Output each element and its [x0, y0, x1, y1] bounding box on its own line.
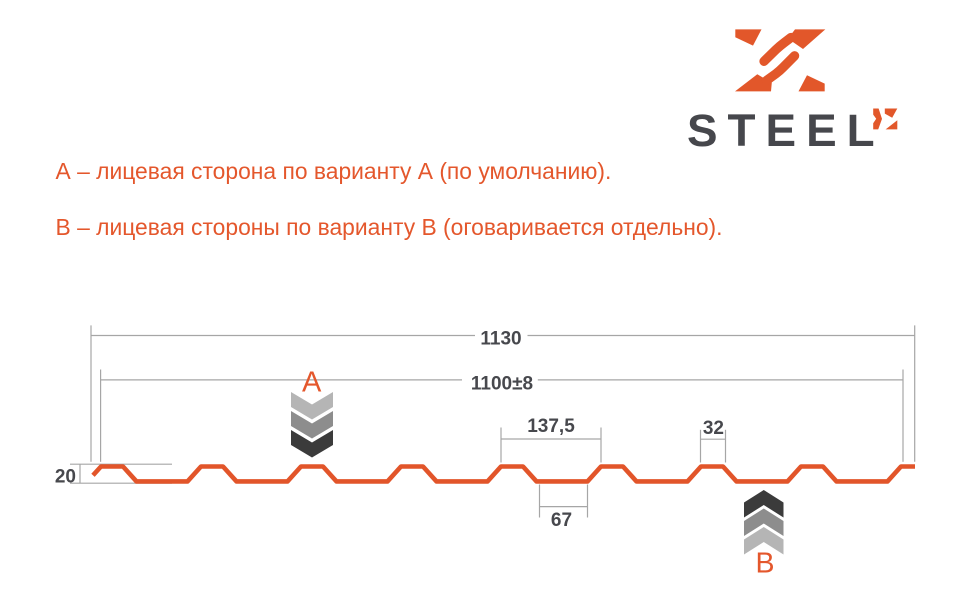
svg-text:В: В [755, 548, 774, 580]
svg-text:20: 20 [55, 467, 76, 488]
svg-text:137,5: 137,5 [527, 416, 575, 437]
svg-text:32: 32 [703, 418, 724, 439]
svg-text:67: 67 [551, 510, 572, 531]
svg-text:А: А [302, 366, 322, 398]
svg-text:STEEL: STEEL [687, 105, 885, 156]
svg-text:1130: 1130 [480, 329, 521, 350]
svg-text:1100±8: 1100±8 [471, 373, 533, 394]
